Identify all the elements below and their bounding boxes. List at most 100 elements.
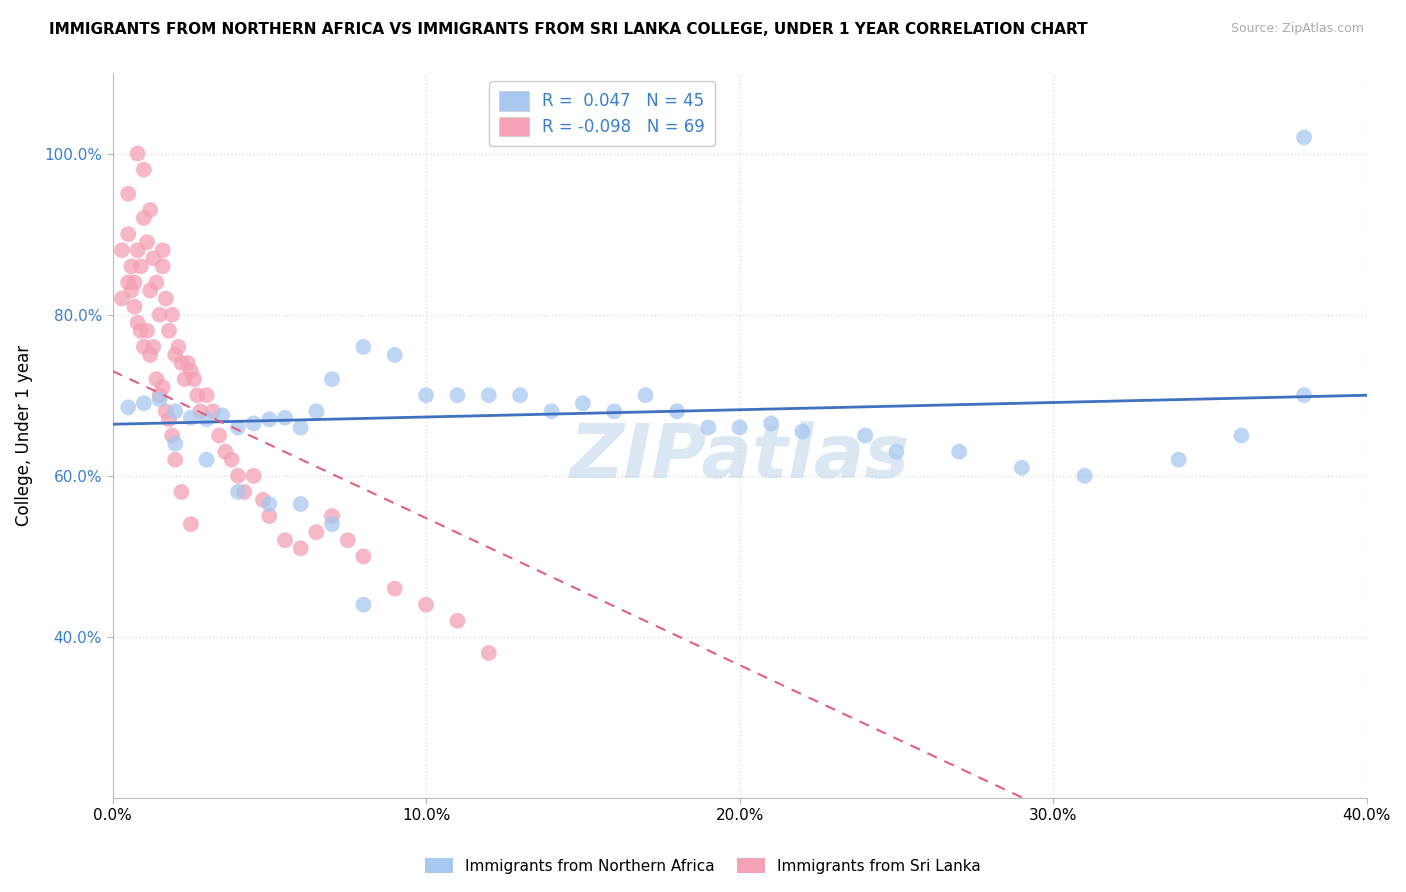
Point [321, 509, 343, 524]
Point [478, 646, 501, 660]
Point [201, 404, 224, 418]
Point [139, 284, 162, 298]
Point [160, 428, 183, 442]
Point [214, 444, 236, 458]
Point [155, 404, 177, 418]
Point [111, 244, 134, 258]
Point [352, 598, 374, 612]
Point [259, 412, 281, 426]
Point [186, 388, 208, 402]
Legend: R =  0.047   N = 45, R = -0.098   N = 69: R = 0.047 N = 45, R = -0.098 N = 69 [489, 81, 714, 146]
Point [226, 484, 249, 499]
Point [152, 260, 174, 274]
Point [142, 252, 165, 266]
Point [305, 525, 328, 540]
Point [120, 260, 142, 274]
Point [572, 396, 595, 410]
Point [415, 598, 437, 612]
Point [157, 324, 180, 338]
Point [446, 614, 468, 628]
Point [252, 493, 274, 508]
Point [183, 372, 205, 386]
Point [117, 401, 139, 415]
Point [177, 356, 200, 370]
Point [180, 517, 202, 532]
Point [180, 410, 202, 425]
Point [305, 404, 328, 418]
Point [886, 444, 908, 458]
Point [173, 372, 195, 386]
Point [157, 412, 180, 426]
Point [152, 244, 174, 258]
Point [152, 380, 174, 394]
Point [180, 364, 202, 378]
Text: IMMIGRANTS FROM NORTHERN AFRICA VS IMMIGRANTS FROM SRI LANKA COLLEGE, UNDER 1 YE: IMMIGRANTS FROM NORTHERN AFRICA VS IMMIG… [49, 22, 1088, 37]
Point [321, 517, 343, 532]
Point [1294, 130, 1316, 145]
Point [274, 410, 297, 425]
Point [127, 146, 149, 161]
Point [136, 324, 159, 338]
Point [540, 404, 562, 418]
Point [195, 412, 218, 426]
Point [1011, 460, 1033, 475]
Point [728, 420, 751, 434]
Point [120, 284, 142, 298]
Point [352, 340, 374, 354]
Point [233, 484, 256, 499]
Point [127, 316, 149, 330]
Point [226, 420, 249, 434]
Point [948, 444, 970, 458]
Text: ZIPatlas: ZIPatlas [569, 421, 910, 494]
Point [195, 452, 218, 467]
Point [478, 388, 501, 402]
Point [170, 356, 193, 370]
Point [290, 497, 312, 511]
Point [145, 372, 167, 386]
Point [195, 388, 218, 402]
Text: Source: ZipAtlas.com: Source: ZipAtlas.com [1230, 22, 1364, 36]
Point [336, 533, 359, 548]
Point [132, 211, 155, 225]
Point [208, 428, 231, 442]
Point [697, 420, 720, 434]
Point [242, 417, 264, 431]
Point [148, 392, 170, 407]
Point [446, 388, 468, 402]
Point [129, 260, 152, 274]
Point [290, 541, 312, 556]
Point [321, 372, 343, 386]
Point [665, 404, 688, 418]
Point [188, 404, 211, 418]
Point [290, 420, 312, 434]
Point [415, 388, 437, 402]
Point [117, 186, 139, 201]
Point [139, 348, 162, 362]
Point [142, 340, 165, 354]
Point [117, 227, 139, 241]
Point [148, 388, 170, 402]
Point [132, 396, 155, 410]
Point [165, 404, 187, 418]
Point [170, 484, 193, 499]
Point [129, 324, 152, 338]
Point [384, 582, 406, 596]
Point [259, 497, 281, 511]
Point [1167, 452, 1189, 467]
Point [352, 549, 374, 564]
Point [139, 202, 162, 217]
Point [117, 276, 139, 290]
Point [792, 425, 814, 439]
Point [634, 388, 657, 402]
Point [259, 509, 281, 524]
Point [111, 292, 134, 306]
Point [132, 340, 155, 354]
Point [124, 300, 146, 314]
Point [509, 388, 531, 402]
Point [165, 436, 187, 450]
Point [145, 276, 167, 290]
Point [1294, 388, 1316, 402]
Point [1230, 428, 1253, 442]
Point [148, 308, 170, 322]
Point [603, 404, 626, 418]
